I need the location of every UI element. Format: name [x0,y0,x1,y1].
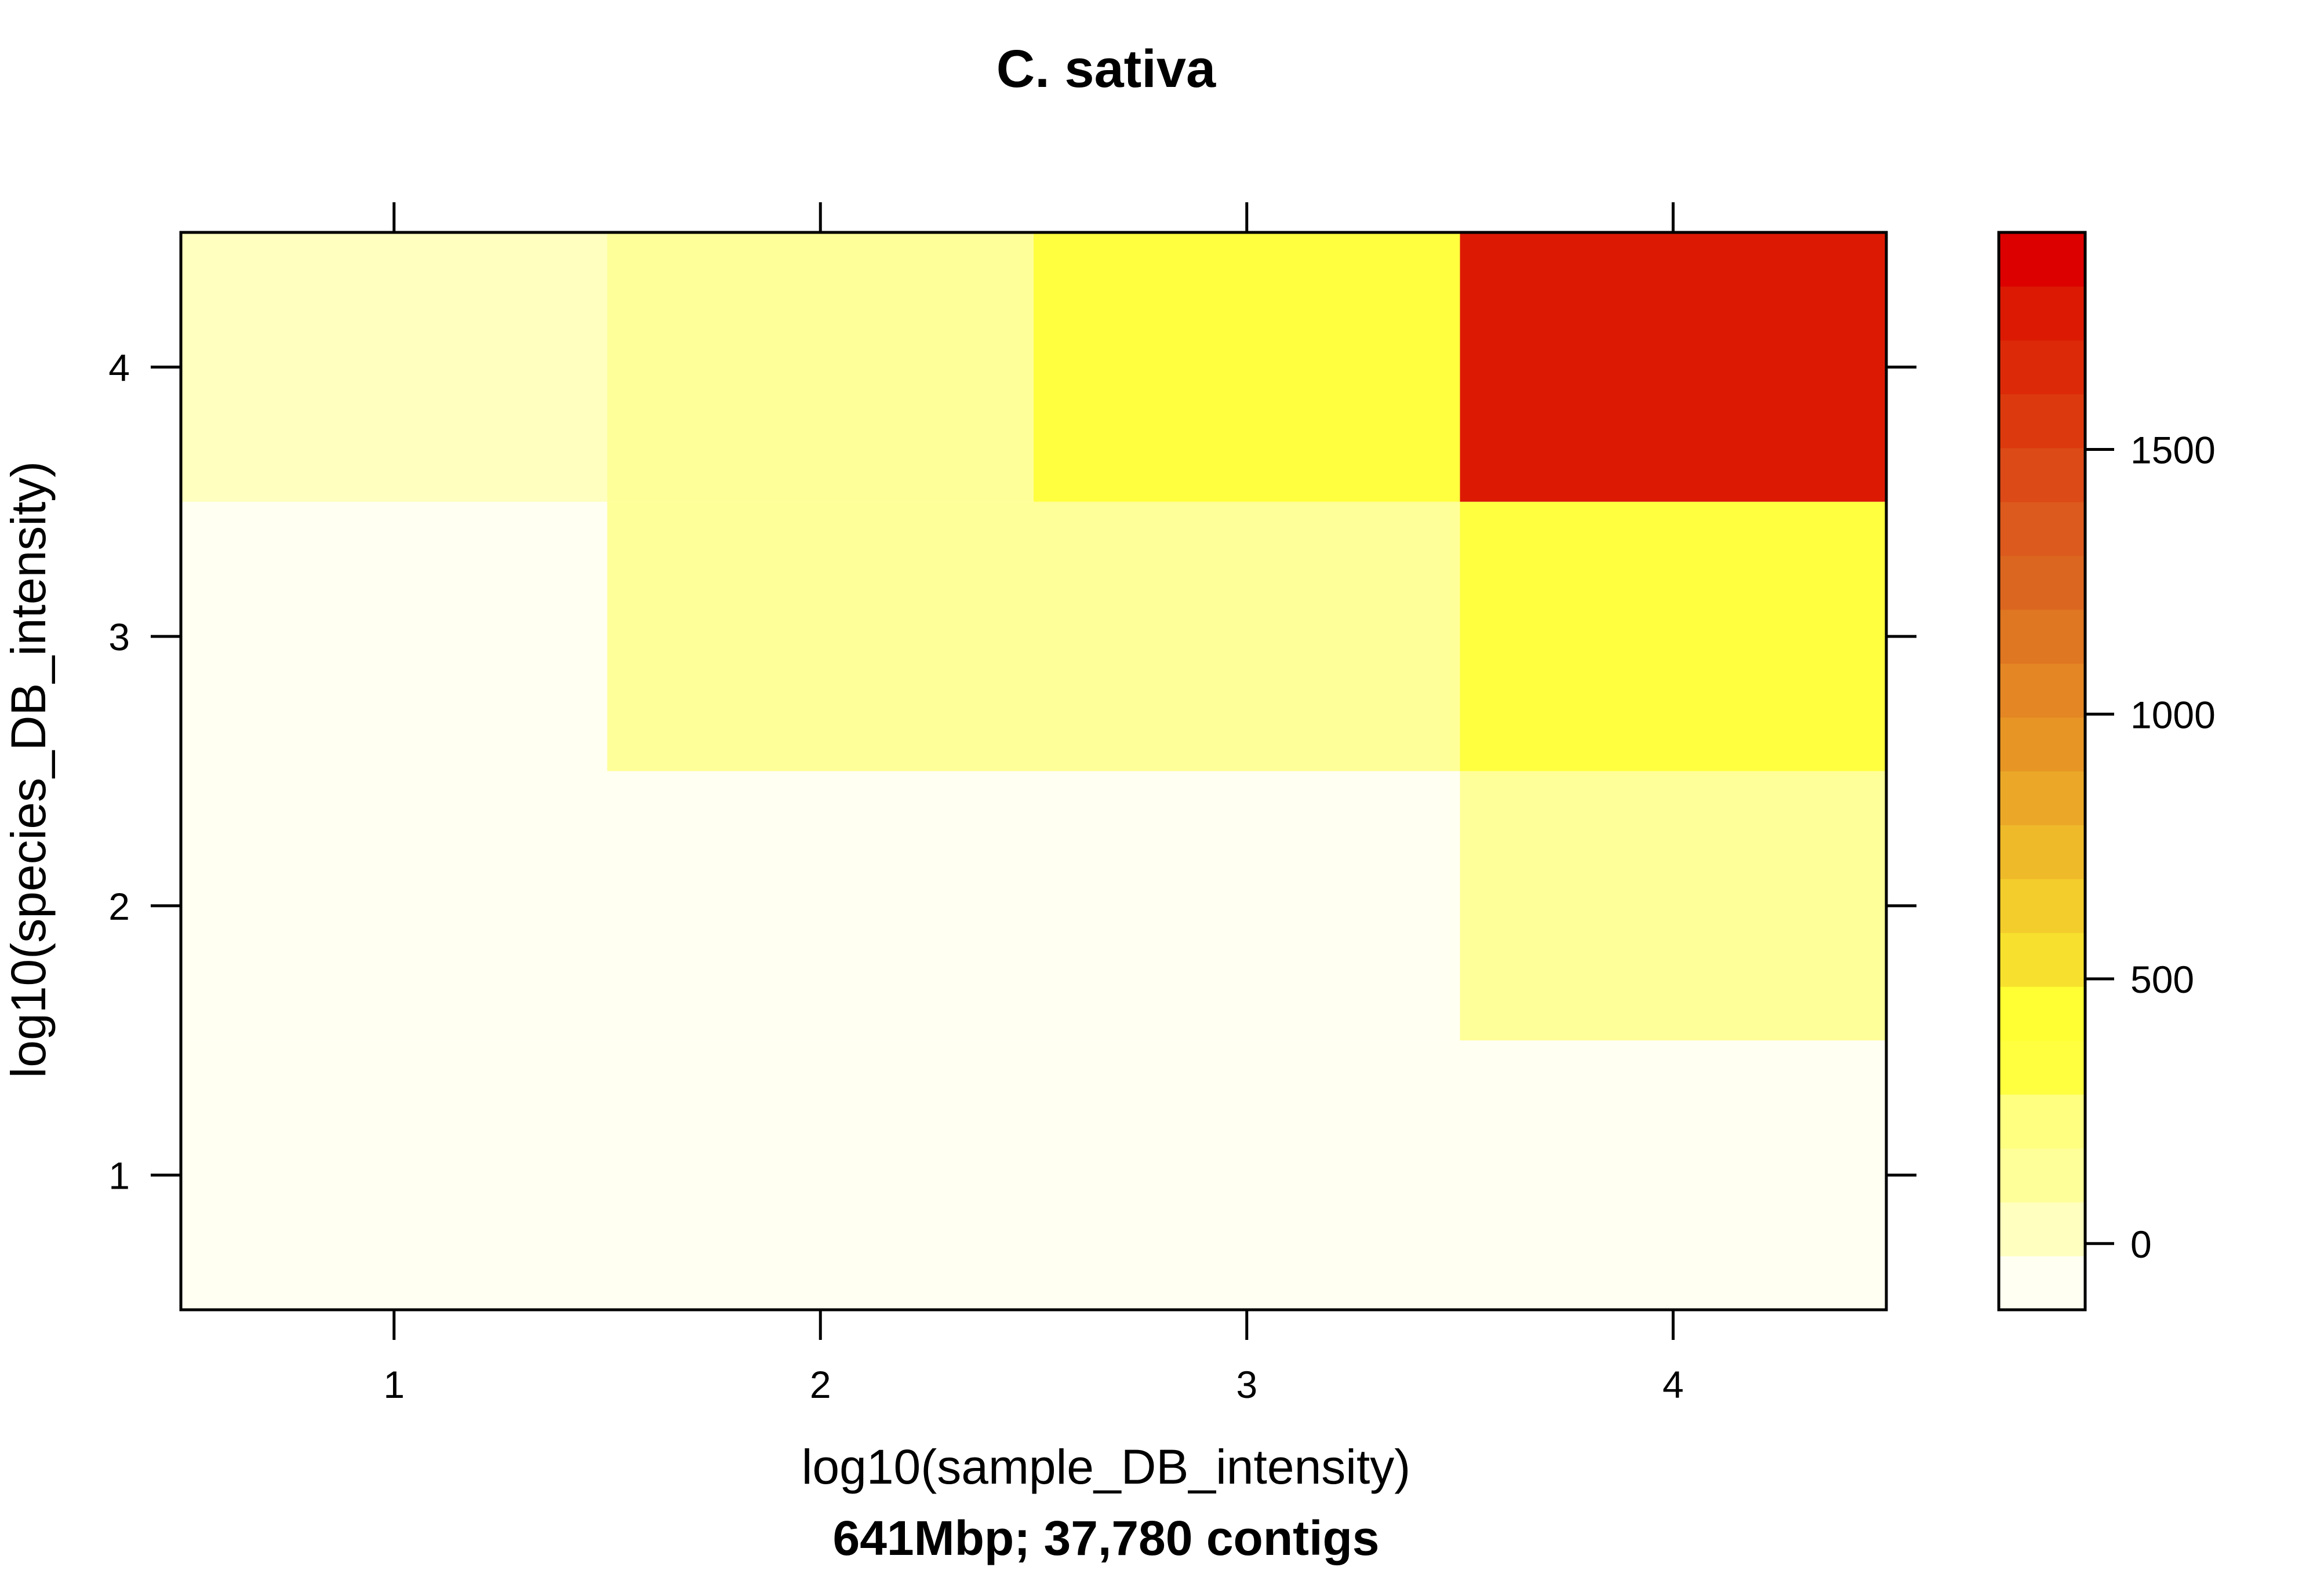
y-tick-label: 1 [108,1154,130,1197]
colorbar-tick-label: 1500 [2130,429,2216,472]
colorbar: 0 500 1000 1500 [1997,231,2216,1312]
heatmap-cell-x3-y2 [1034,771,1460,1041]
colorbar-segment [1999,663,2085,718]
heatmap-cell-x4-y2 [1460,771,1886,1041]
colorbar-segment [1999,501,2085,556]
heatmap-cell-x4-y3 [1460,501,1886,771]
colorbar-segment [1999,717,2085,772]
colorbar-segment [1999,232,2085,287]
heatmap-cell-x1-y3 [181,501,608,771]
heatmap-cell-x3-y1 [1034,1040,1460,1310]
colorbar-segment [1999,1040,2085,1095]
colorbar-tick-label: 500 [2130,958,2194,1001]
x-tick-label: 2 [810,1363,831,1406]
colorbar-segment [1999,1148,2085,1203]
x-tick-label: 3 [1236,1363,1257,1406]
colorbar-segment [1999,932,2085,987]
colorbar-tick-label: 1000 [2130,693,2216,736]
colorbar-segment [1999,1202,2085,1256]
heatmap-cell-x4-y4 [1460,232,1886,502]
heatmap-cell-x4-y1 [1460,1040,1886,1310]
heatmap-cell-x1-y1 [181,1040,608,1310]
colorbar-segment [1999,394,2085,449]
chart-title: C. sativa [996,39,1216,99]
plot-frame [179,231,1888,1312]
colorbar-segment [1999,609,2085,664]
heatmap-cell-x3-y4 [1034,232,1460,502]
x-tick-label: 4 [1663,1363,1684,1406]
colorbar-segment [1999,986,2085,1041]
heatmap-cell-x2-y4 [607,232,1034,502]
colorbar-frame [1997,231,2087,1312]
heatmap-cell-x1-y4 [181,232,608,502]
colorbar-segment [1999,286,2085,341]
y-tick-label: 3 [108,615,130,658]
colorbar-segment [1999,340,2085,395]
heatmap-cell-x2-y1 [607,1040,1034,1310]
colorbar-segment [1999,447,2085,502]
heatmap-cells [181,232,1886,1310]
axis-ticks: 1 2 3 4 1 2 3 4 [108,202,1916,1406]
y-axis-label: log10(species_DB_intensity) [1,461,56,1079]
heatmap-cell-x2-y2 [607,771,1034,1041]
heatmap-cell-x3-y3 [1034,501,1460,771]
colorbar-segment [1999,1256,2085,1310]
colorbar-segment [1999,825,2085,879]
colorbar-segment [1999,555,2085,610]
heatmap-cell-x2-y3 [607,501,1034,771]
x-tick-label: 1 [383,1363,405,1406]
colorbar-segment [1999,771,2085,826]
y-tick-label: 4 [108,346,130,389]
x-axis-label: log10(sample_DB_intensity) [802,1440,1411,1494]
y-tick-label: 2 [108,885,130,928]
colorbar-segment [1999,879,2085,933]
chart-subtitle: 641Mbp; 37,780 contigs [833,1511,1380,1565]
colorbar-tick-label: 0 [2130,1223,2152,1266]
colorbar-segment [1999,1094,2085,1149]
heatmap-cell-x1-y2 [181,771,608,1041]
